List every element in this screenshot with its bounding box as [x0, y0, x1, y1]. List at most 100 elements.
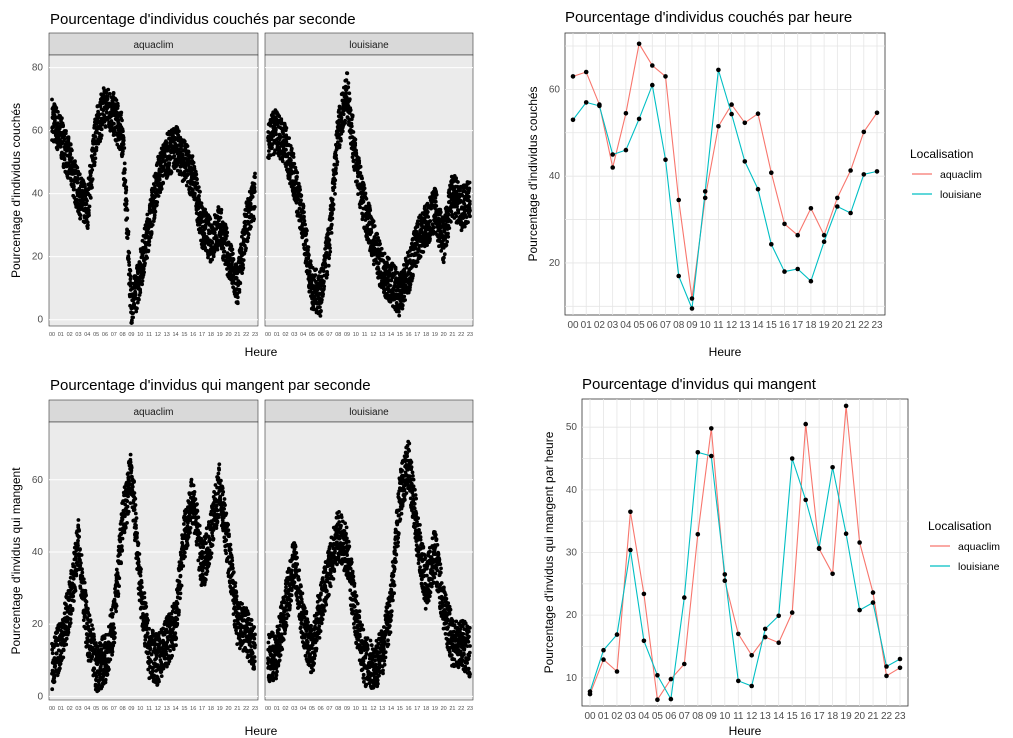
x-tick-label: 16 — [405, 332, 411, 338]
data-point — [120, 118, 124, 123]
x-tick-label: 14 — [173, 332, 179, 338]
data-point — [332, 185, 337, 190]
data-point — [339, 138, 343, 143]
data-point — [173, 631, 178, 636]
data-point — [414, 264, 418, 269]
data-point — [333, 178, 338, 183]
x-tick-label: 06 — [102, 706, 108, 712]
x-tick-label: 23 — [252, 332, 258, 338]
data-point — [120, 548, 125, 553]
data-point — [78, 547, 82, 551]
data-point — [79, 561, 83, 565]
data-point — [125, 499, 130, 503]
data-point — [116, 104, 120, 108]
data-point — [112, 640, 117, 645]
legend-label-louisiane: louisiane — [940, 189, 982, 201]
data-point — [119, 561, 123, 566]
data-point — [83, 185, 87, 189]
data-point — [145, 256, 150, 260]
data-point — [111, 91, 116, 95]
data-point — [212, 230, 217, 235]
data-point — [178, 596, 182, 601]
data-point — [112, 626, 116, 630]
x-tick-label: 02 — [283, 332, 289, 338]
data-point — [51, 125, 56, 129]
data-point — [225, 230, 230, 235]
data-point — [127, 263, 132, 267]
data-point — [71, 594, 76, 599]
data-point — [166, 166, 171, 171]
data-point — [138, 290, 143, 295]
data-point — [186, 150, 191, 155]
data-point — [428, 236, 432, 241]
x-tick-label: 12 — [370, 332, 376, 338]
data-point-louisiane — [729, 111, 734, 117]
data-point — [159, 186, 164, 191]
chart-title: Pourcentage d'invidus qui mangent par se… — [50, 377, 371, 394]
x-tick-label: 05 — [93, 332, 99, 338]
data-point — [363, 191, 368, 196]
data-point — [81, 577, 86, 581]
data-point-louisiane — [583, 100, 589, 105]
data-point — [91, 627, 95, 631]
data-point-louisiane — [821, 239, 827, 244]
data-point — [105, 110, 109, 115]
data-point — [135, 300, 140, 305]
x-tick-label: 21 — [234, 332, 240, 338]
data-point — [151, 629, 155, 634]
data-point — [447, 226, 452, 231]
data-point — [400, 306, 405, 311]
data-point — [61, 655, 66, 660]
data-point — [169, 170, 174, 175]
x-tick-label: 09 — [344, 332, 350, 338]
data-point — [124, 188, 129, 193]
data-point — [295, 175, 299, 179]
data-point — [343, 118, 347, 123]
data-point-aquaclim — [742, 120, 748, 126]
data-point — [334, 153, 338, 158]
data-point — [52, 675, 57, 680]
data-point — [133, 511, 138, 516]
data-point — [86, 606, 90, 611]
data-point — [326, 263, 331, 268]
data-point — [176, 133, 181, 138]
data-point — [145, 212, 150, 217]
data-point — [153, 209, 158, 214]
x-tick-label: 00 — [49, 706, 55, 712]
data-point — [84, 202, 89, 207]
data-point — [320, 297, 324, 302]
data-point — [85, 226, 90, 231]
data-point — [129, 465, 134, 470]
x-tick-label: 17 — [414, 332, 420, 338]
data-point — [219, 210, 224, 215]
data-point — [382, 251, 387, 256]
data-point — [187, 161, 192, 166]
data-point-aquaclim — [795, 232, 800, 238]
data-point — [330, 197, 335, 202]
data-point — [132, 507, 137, 512]
data-point — [252, 205, 257, 209]
data-point — [291, 155, 296, 159]
data-point — [358, 164, 363, 169]
data-point — [68, 152, 73, 157]
data-point — [140, 279, 145, 283]
x-tick-label: 05 — [634, 320, 646, 331]
data-point — [364, 196, 369, 201]
data-point — [346, 85, 351, 90]
data-point-louisiane — [861, 172, 867, 177]
data-point — [239, 246, 244, 251]
data-point — [331, 202, 336, 207]
data-point-louisiane — [782, 269, 787, 274]
data-point — [80, 570, 85, 575]
data-point — [92, 637, 97, 642]
data-point — [50, 687, 55, 692]
x-tick-label: 03 — [607, 320, 619, 331]
data-point — [105, 97, 110, 102]
data-point — [149, 230, 154, 234]
x-tick-label: 17 — [199, 332, 205, 338]
data-point — [135, 531, 140, 536]
data-point — [142, 595, 147, 600]
data-point — [120, 152, 125, 157]
data-point — [246, 235, 251, 240]
data-point-louisiane — [597, 103, 602, 109]
